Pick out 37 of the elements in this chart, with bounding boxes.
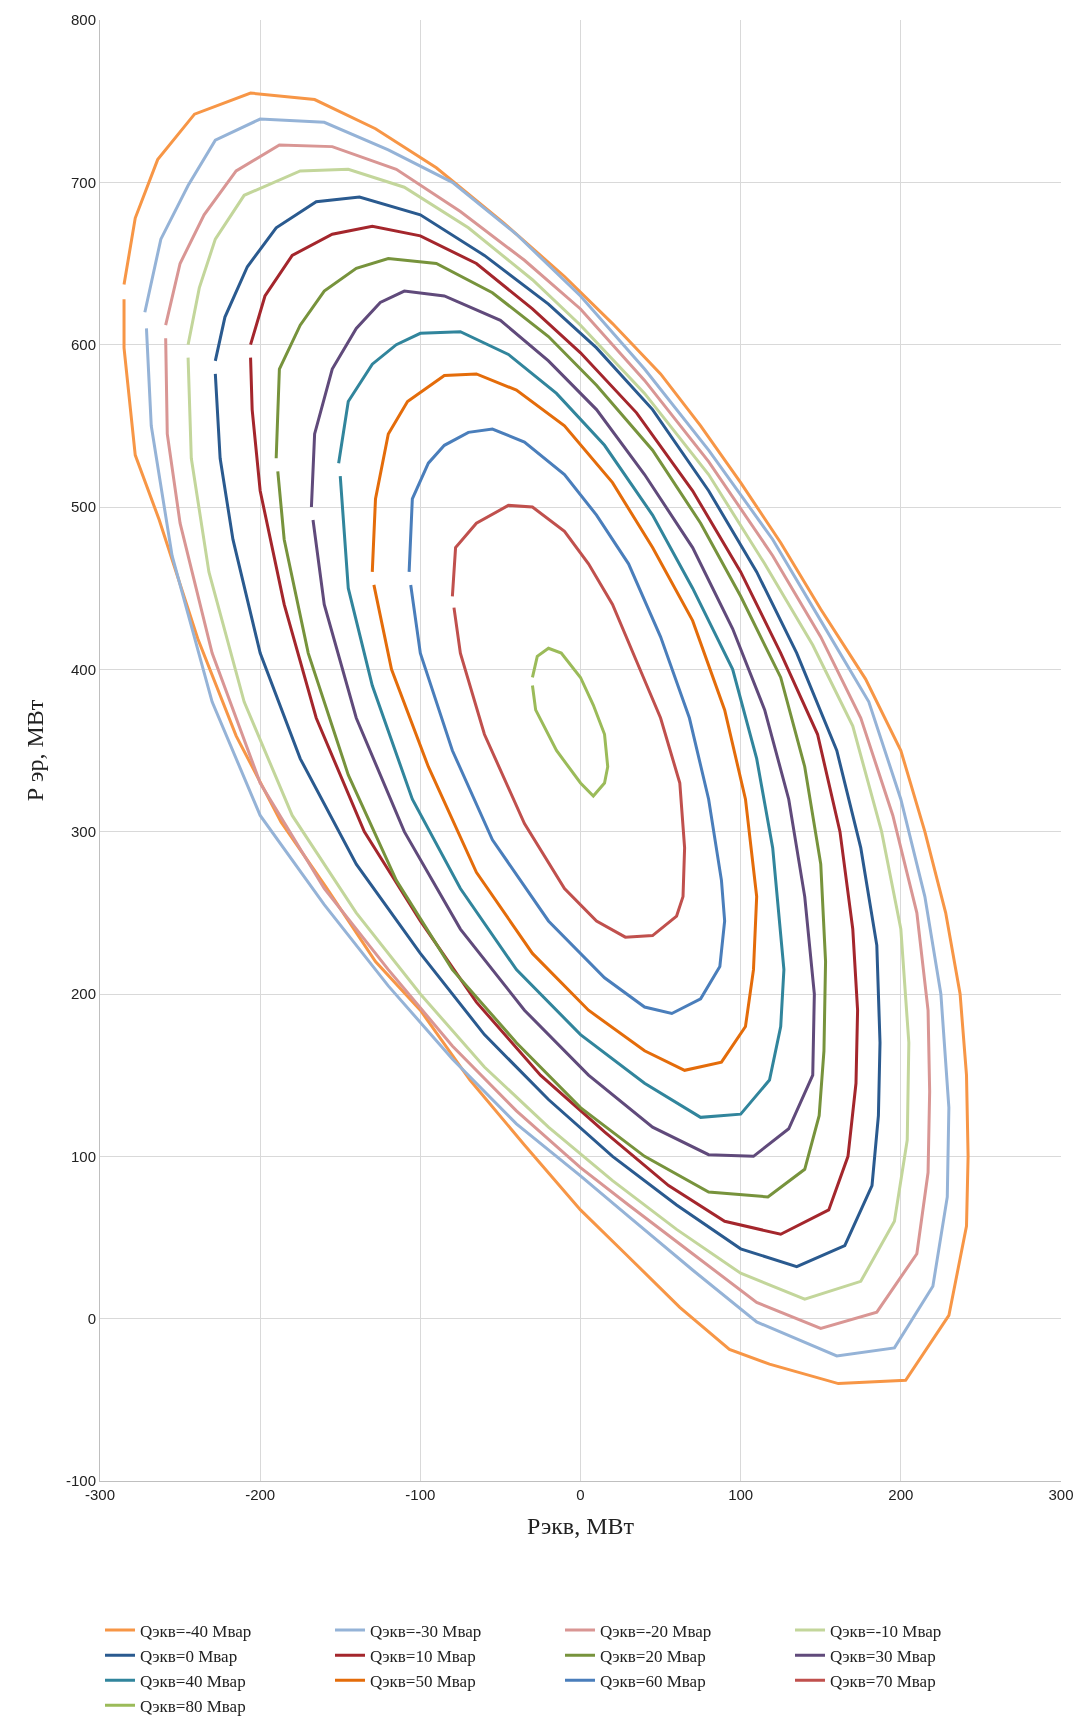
x-tick-label: 100 — [728, 1486, 754, 1503]
x-tick-label: 300 — [1048, 1486, 1074, 1503]
legend-label: Qэкв=70 Мвар — [830, 1671, 936, 1691]
y-axis-title: Р эр, МВт — [22, 699, 49, 802]
line-series — [274, 257, 828, 1199]
legend-label: Qэкв=-30 Мвар — [370, 1621, 482, 1641]
line-series — [309, 289, 816, 1158]
line-series — [370, 372, 759, 1072]
y-tick-label: 800 — [70, 11, 96, 29]
legend-label: Qэкв=-20 Мвар — [600, 1621, 712, 1641]
y-tick-label: 100 — [70, 1147, 96, 1165]
line-series — [407, 427, 727, 1015]
line-series — [530, 646, 610, 798]
legend-label: Qэкв=50 Мвар — [370, 1671, 476, 1691]
x-tick-label: -100 — [405, 1486, 436, 1503]
y-tick-label: 200 — [70, 985, 96, 1003]
y-tick-label: 400 — [70, 660, 96, 678]
legend-label: Qэкв=20 Мвар — [600, 1646, 706, 1666]
x-tick-label: -200 — [245, 1486, 276, 1503]
y-tick-label: 0 — [87, 1309, 96, 1327]
x-tick-label: 0 — [576, 1486, 585, 1503]
legend-label: Qэкв=40 Мвар — [140, 1671, 246, 1691]
line-series — [337, 330, 786, 1119]
x-axis-title: Рэкв, МВт — [526, 1513, 635, 1540]
legend-label: Qэкв=80 Мвар — [140, 1696, 246, 1716]
x-tick-label: 200 — [888, 1486, 914, 1503]
legend-label: Qэкв=60 Мвар — [600, 1671, 706, 1691]
legend-label: Qэкв=30 Мвар — [830, 1646, 936, 1666]
y-tick-label: 500 — [70, 498, 96, 516]
y-tick-label: 700 — [70, 173, 96, 191]
legend-label: Qэкв=10 Мвар — [370, 1646, 476, 1666]
y-tick-label: 600 — [70, 335, 96, 353]
line-series — [450, 503, 687, 939]
legend-label: Qэкв=0 Мвар — [140, 1646, 238, 1666]
legend-label: Qэкв=-10 Мвар — [830, 1621, 942, 1641]
y-tick-label: 300 — [70, 822, 96, 840]
legend-label: Qэкв=-40 Мвар — [140, 1621, 252, 1641]
